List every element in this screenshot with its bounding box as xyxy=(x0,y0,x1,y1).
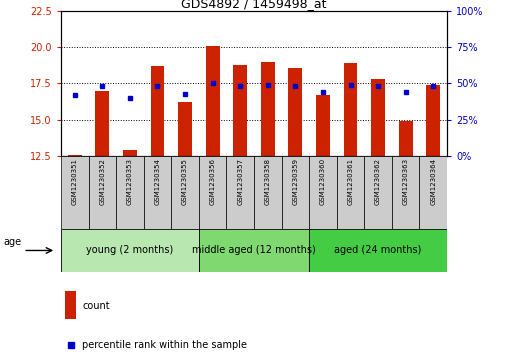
Text: GSM1230360: GSM1230360 xyxy=(320,158,326,205)
Bar xyxy=(206,46,219,156)
Bar xyxy=(88,156,116,229)
Text: GSM1230352: GSM1230352 xyxy=(100,158,105,205)
Bar xyxy=(150,66,165,156)
Text: GSM1230355: GSM1230355 xyxy=(182,158,188,205)
Bar xyxy=(116,156,144,229)
Bar xyxy=(171,156,199,229)
Bar xyxy=(343,63,358,156)
Text: young (2 months): young (2 months) xyxy=(86,245,174,256)
Text: GSM1230356: GSM1230356 xyxy=(210,158,215,205)
Bar xyxy=(392,156,420,229)
Text: percentile rank within the sample: percentile rank within the sample xyxy=(82,340,247,350)
Bar xyxy=(65,291,76,319)
Text: count: count xyxy=(82,301,110,310)
Bar xyxy=(371,79,385,156)
Bar xyxy=(420,156,447,229)
Text: GSM1230357: GSM1230357 xyxy=(237,158,243,205)
Text: GSM1230361: GSM1230361 xyxy=(347,158,354,205)
Bar xyxy=(399,121,412,156)
Text: GSM1230358: GSM1230358 xyxy=(265,158,271,205)
Text: aged (24 months): aged (24 months) xyxy=(334,245,422,256)
Text: GSM1230364: GSM1230364 xyxy=(430,158,436,205)
Bar xyxy=(61,156,88,229)
Bar xyxy=(309,229,447,272)
Bar xyxy=(364,156,392,229)
Bar xyxy=(123,150,137,156)
Text: age: age xyxy=(3,237,21,247)
Text: middle aged (12 months): middle aged (12 months) xyxy=(192,245,316,256)
Bar xyxy=(254,156,281,229)
Bar xyxy=(227,156,254,229)
Bar xyxy=(96,91,109,156)
Text: GSM1230351: GSM1230351 xyxy=(72,158,78,205)
Bar xyxy=(233,65,247,156)
Text: GSM1230363: GSM1230363 xyxy=(403,158,408,205)
Title: GDS4892 / 1459498_at: GDS4892 / 1459498_at xyxy=(181,0,327,10)
Text: GSM1230353: GSM1230353 xyxy=(127,158,133,205)
Bar xyxy=(61,229,199,272)
Bar xyxy=(68,155,82,156)
Bar xyxy=(309,156,337,229)
Bar xyxy=(426,85,440,156)
Bar xyxy=(199,156,227,229)
Bar xyxy=(316,95,330,156)
Bar xyxy=(281,156,309,229)
Text: GSM1230354: GSM1230354 xyxy=(154,158,161,205)
Text: GSM1230359: GSM1230359 xyxy=(293,158,298,205)
Bar xyxy=(289,68,302,156)
Bar xyxy=(261,62,275,156)
Bar xyxy=(144,156,171,229)
Bar xyxy=(178,102,192,156)
Bar xyxy=(199,229,309,272)
Text: GSM1230362: GSM1230362 xyxy=(375,158,381,205)
Bar xyxy=(337,156,364,229)
